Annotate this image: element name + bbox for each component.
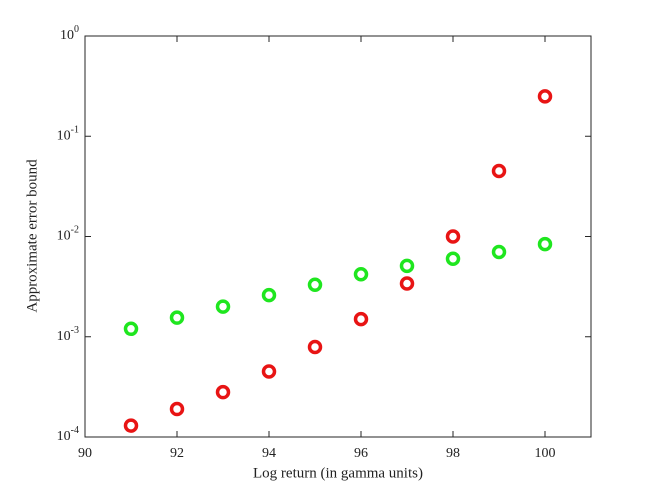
marker (445, 229, 461, 244)
x-tick-label: 90 (78, 446, 92, 461)
y-tick-label: 10-3 (57, 325, 79, 344)
marker (261, 287, 277, 303)
marker (537, 89, 553, 104)
marker (215, 299, 231, 314)
x-axis-label: Log return (in gamma units) (253, 465, 423, 481)
y-axis-label: Approximate error bound (24, 159, 40, 313)
y-tick-label: 100 (60, 24, 79, 43)
marker (491, 163, 507, 179)
y-tick-label: 10-2 (57, 225, 79, 244)
x-tick-label: 92 (170, 446, 184, 461)
plot-frame (84, 35, 592, 438)
marker (307, 277, 323, 293)
x-tick-label: 100 (535, 446, 556, 461)
marker (169, 401, 185, 417)
y-tick-label: 10-1 (57, 125, 79, 144)
marker (123, 418, 139, 433)
marker (353, 311, 369, 327)
x-tick-label: 94 (262, 446, 276, 461)
marker (169, 310, 185, 325)
marker (399, 258, 415, 274)
marker (215, 384, 231, 400)
marker (491, 244, 507, 260)
marker (123, 321, 139, 337)
marker (261, 364, 277, 379)
marker (307, 339, 323, 355)
marker (353, 267, 369, 282)
marker (445, 251, 461, 266)
marker (399, 276, 415, 291)
y-tick-label: 10-4 (57, 425, 79, 444)
marker (537, 236, 553, 252)
x-tick-label: 98 (446, 446, 460, 461)
x-tick-label: 96 (354, 446, 368, 461)
